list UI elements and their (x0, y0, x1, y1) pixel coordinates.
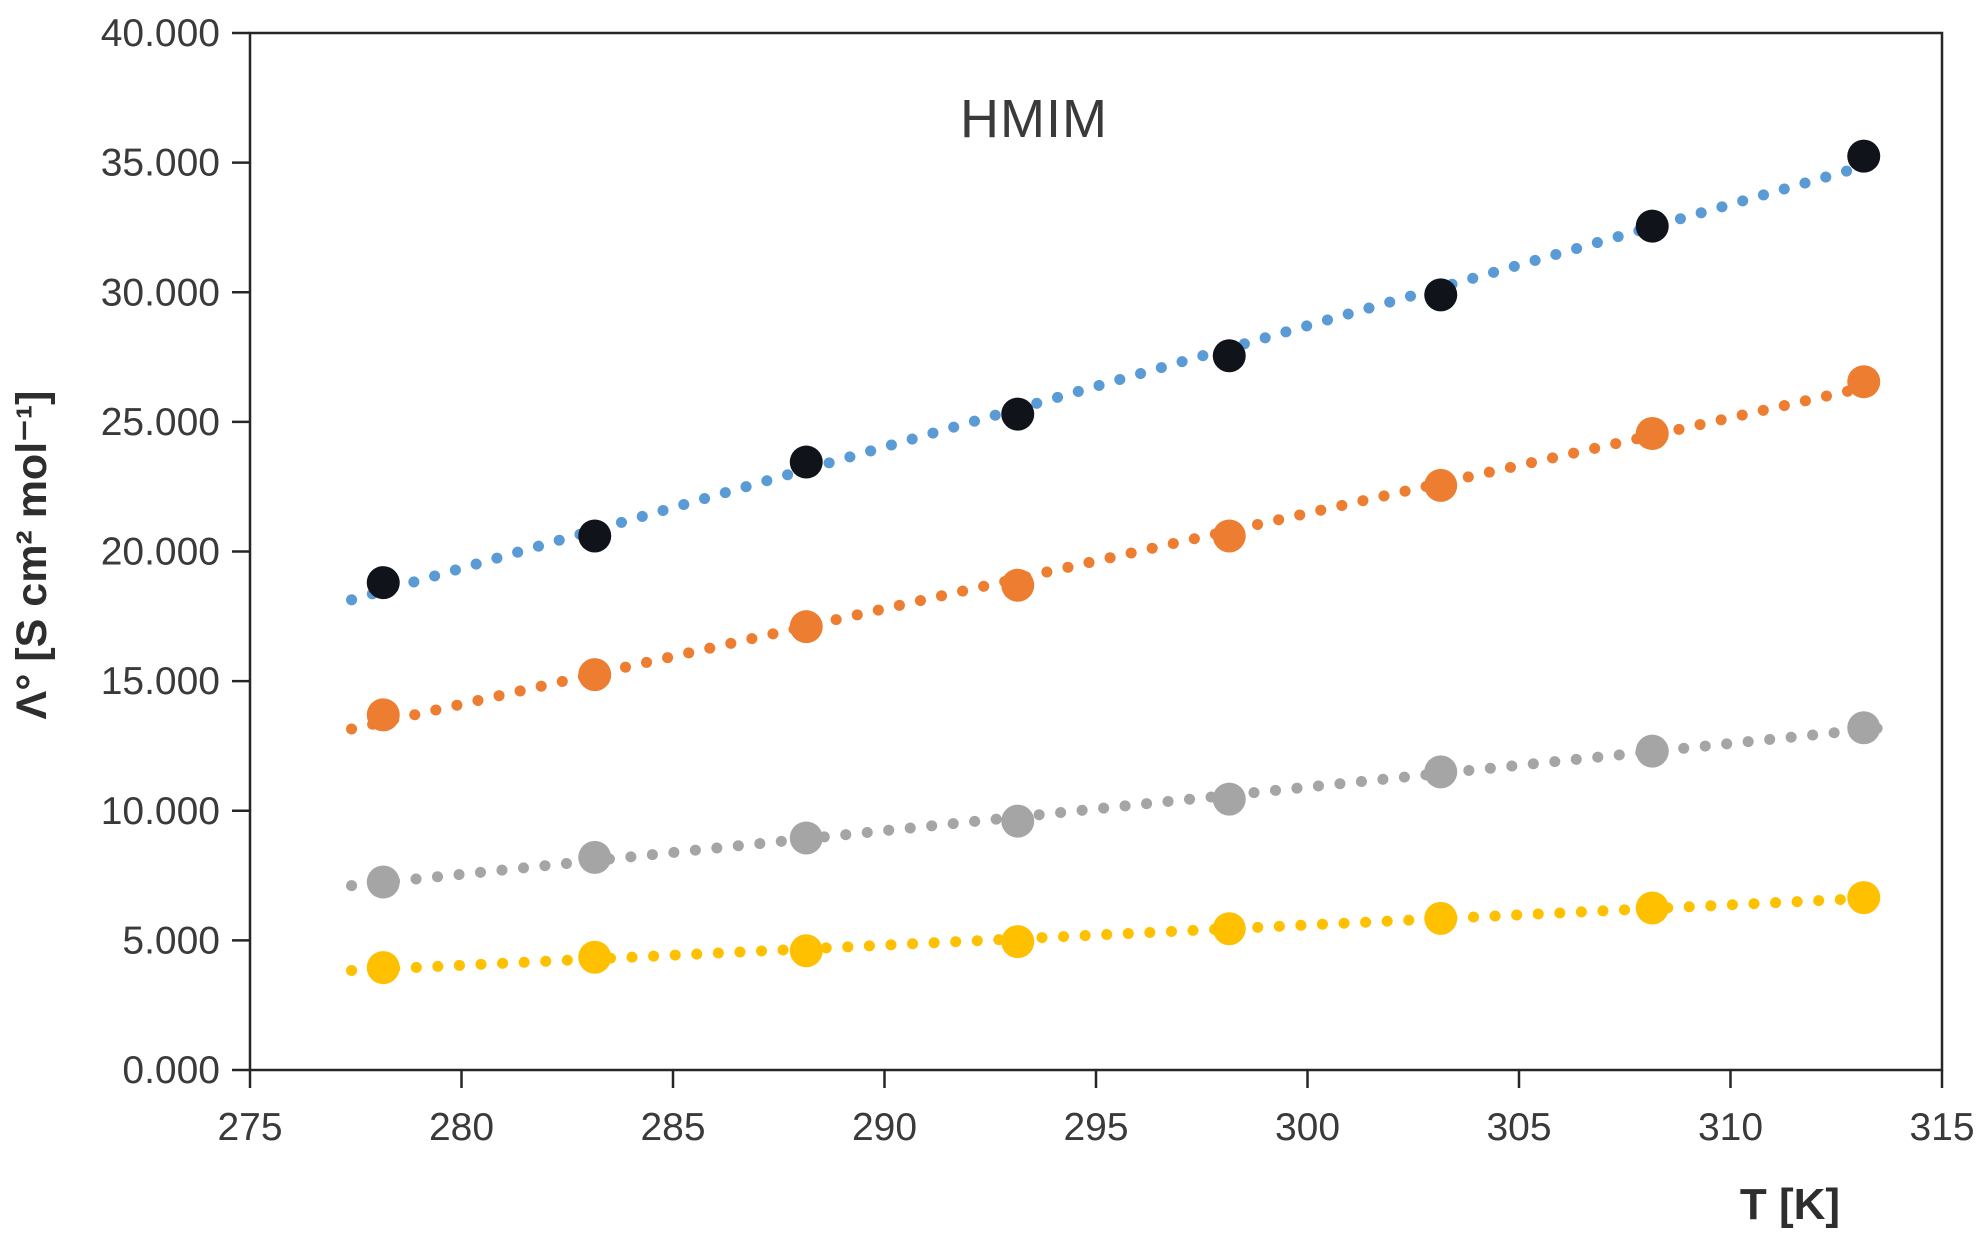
data-point-series-3-gray (366, 865, 400, 899)
data-point-series-4-yellow (366, 951, 400, 985)
data-point-series-1-black (1212, 339, 1246, 373)
data-point-series-2-orange (1635, 417, 1669, 451)
data-point-series-4-yellow (1635, 891, 1669, 925)
data-point-series-2-orange (1001, 568, 1035, 602)
data-point-series-2-orange (366, 698, 400, 732)
x-tick-label: 290 (852, 1106, 917, 1149)
data-point-series-4-yellow (578, 940, 612, 974)
data-point-series-3-gray (578, 840, 612, 874)
data-point-series-1-black (1424, 278, 1458, 312)
data-point-series-4-yellow (1424, 901, 1458, 935)
data-point-series-2-orange (1847, 365, 1881, 399)
data-point-series-3-gray (1212, 782, 1246, 816)
data-point-series-1-black (789, 445, 823, 479)
data-point-series-2-orange (578, 658, 612, 692)
data-point-series-4-yellow (1847, 881, 1881, 915)
y-tick-label: 5.000 (122, 919, 220, 962)
x-tick-label: 300 (1275, 1106, 1340, 1149)
data-point-series-1-black (366, 566, 400, 600)
y-tick-label: 10.000 (101, 790, 220, 833)
x-tick-label: 280 (429, 1106, 494, 1149)
y-tick-label: 20.000 (101, 531, 220, 574)
data-point-series-4-yellow (1212, 912, 1246, 946)
x-tick-label: 295 (1063, 1106, 1128, 1149)
y-tick-label: 15.000 (101, 660, 220, 703)
data-point-series-1-black (1847, 139, 1881, 173)
data-point-series-3-gray (1847, 711, 1881, 745)
data-point-series-1-black (1635, 209, 1669, 243)
x-tick-label: 310 (1698, 1106, 1763, 1149)
data-point-series-2-orange (1212, 519, 1246, 553)
y-tick-label: 40.000 (101, 12, 220, 55)
x-axis-label: T [K] (1739, 1180, 1841, 1229)
y-tick-label: 25.000 (101, 401, 220, 444)
x-tick-label: 305 (1486, 1106, 1551, 1149)
x-tick-label: 275 (217, 1106, 282, 1149)
data-point-series-3-gray (1424, 755, 1458, 789)
data-point-series-1-black (1001, 397, 1035, 431)
y-tick-label: 0.000 (122, 1049, 220, 1092)
data-point-series-1-black (578, 519, 612, 553)
x-tick-label: 315 (1909, 1106, 1974, 1149)
data-point-series-2-orange (789, 610, 823, 644)
data-point-series-3-gray (789, 821, 823, 855)
y-tick-label: 35.000 (101, 142, 220, 185)
plot-border (248, 31, 1944, 1072)
data-point-series-3-gray (1001, 804, 1035, 838)
trendline-series-1-black (346, 155, 1889, 606)
data-point-series-3-gray (1635, 734, 1669, 768)
data-point-series-4-yellow (1001, 925, 1035, 959)
x-tick-label: 285 (640, 1106, 705, 1149)
y-axis-label: Λ° [S cm² mol⁻¹] (8, 390, 56, 720)
chart-title: HMIM (960, 89, 1108, 149)
y-tick-label: 30.000 (101, 271, 220, 314)
data-point-series-4-yellow (789, 934, 823, 968)
data-point-series-2-orange (1424, 468, 1458, 502)
